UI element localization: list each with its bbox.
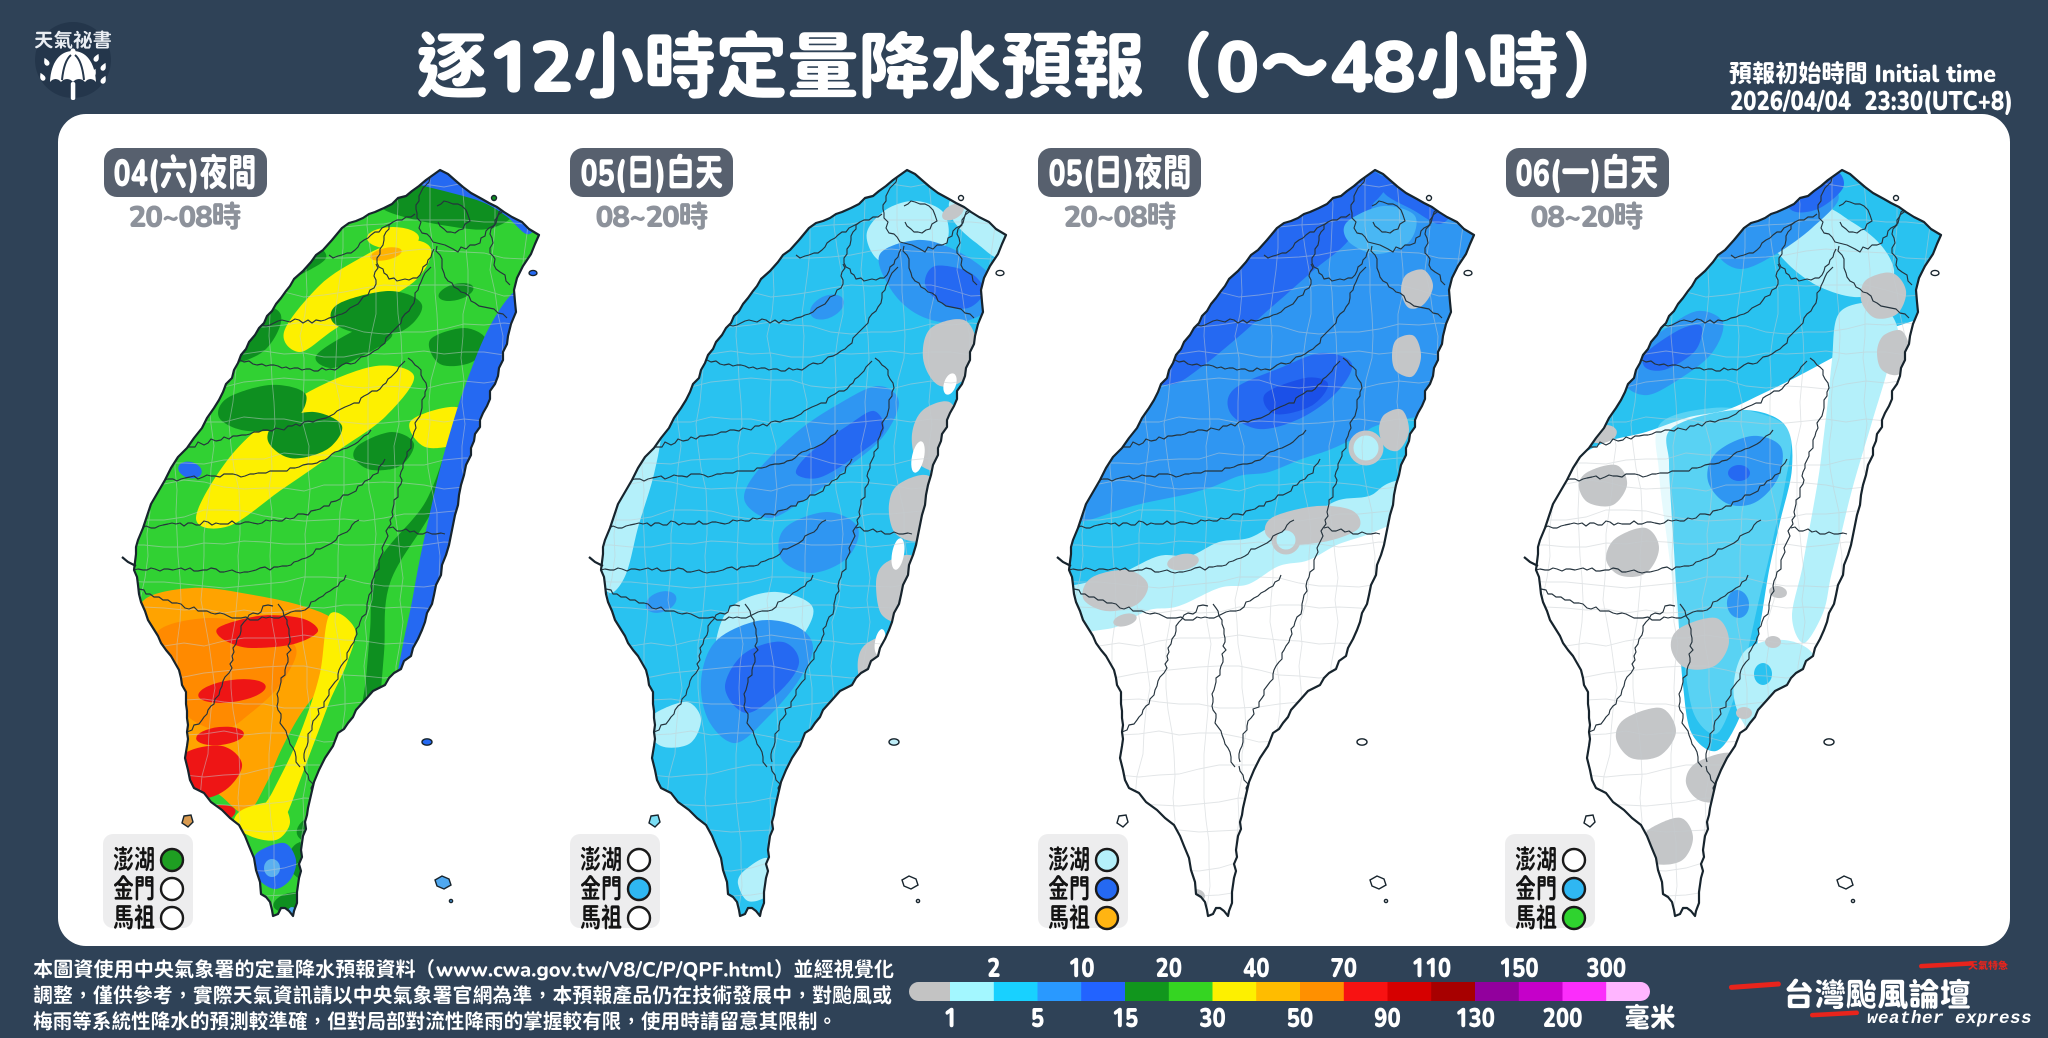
svg-text:weather express: weather express	[1867, 1009, 2032, 1029]
